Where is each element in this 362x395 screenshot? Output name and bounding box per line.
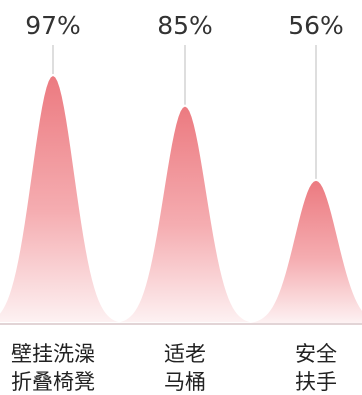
category-label-2-line-2: 马桶: [164, 370, 206, 394]
category-label-1-line-1: 壁挂洗澡: [11, 342, 95, 366]
value-label-2: 85%: [157, 11, 213, 40]
peaks-layer: [0, 76, 362, 323]
category-label-3-line-2: 扶手: [295, 370, 337, 394]
category-label-2-line-1: 适老: [164, 342, 206, 366]
peak-1: [0, 76, 119, 322]
category-label-3-line-1: 安全: [295, 342, 337, 366]
peak-2: [119, 106, 251, 323]
category-label-1-line-2: 折叠椅凳: [11, 370, 95, 394]
value-label-1: 97%: [25, 11, 81, 40]
peak-3: [250, 180, 362, 323]
value-label-3: 56%: [288, 11, 344, 40]
